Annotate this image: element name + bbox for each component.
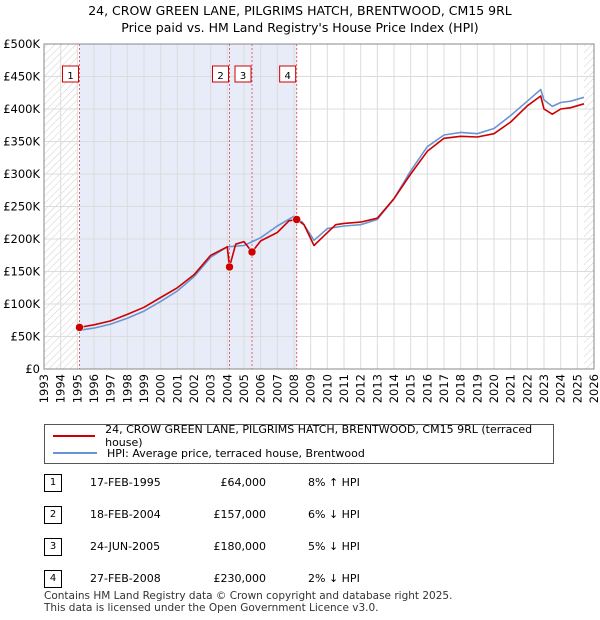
x-tick-label: 2007 [270,374,284,403]
y-tick-label: £0 [25,362,40,376]
price-chart: £0 £50K £100K £150K £200K £250K £300K £350K £400… [3,37,600,403]
x-tick-label: 2021 [504,374,518,403]
transaction-price: £180,000 [213,540,267,553]
x-tick-label: 2006 [254,374,268,403]
x-tick-label: 2002 [187,374,201,403]
transaction-date: 18-FEB-2004 [90,508,161,521]
x-tick-label: 2005 [237,374,251,403]
x-tick-label: 2003 [204,374,218,403]
x-tick-label: 1999 [137,374,151,403]
y-tick-label: £350K [3,135,40,149]
legend-swatch-property [53,435,96,437]
x-tick-label: 2014 [387,374,401,403]
x-tick-label: 2008 [287,374,301,403]
transaction-price: £157,000 [213,508,267,521]
x-tick-label: 1995 [70,374,84,403]
x-tick-label: 2018 [454,374,468,403]
y-tick-label: £50K [11,330,41,344]
x-tick-label: 2024 [554,374,568,403]
x-tick-label: 2010 [320,374,334,403]
transaction-marker-label: 3 [240,71,246,82]
transaction-date: 24-JUN-2005 [90,540,161,553]
transaction-hpi-relation: 8% ↑ HPI [308,476,360,489]
x-tick-label: 1996 [87,374,101,403]
y-tick-label: £250K [3,200,40,214]
transaction-hpi-relation: 6% ↓ HPI [308,508,360,521]
x-tick-label: 2004 [220,374,234,403]
x-tick-label: 2016 [420,374,434,403]
y-tick-label: £300K [3,167,40,181]
transaction-marker-box [234,65,252,83]
transaction-marker-box [279,65,297,83]
legend-item-hpi: HPI: Average price, terraced house, Bren… [53,445,365,461]
legend-item-property: 24, CROW GREEN LANE, PILGRIMS HATCH, BRE… [53,423,553,449]
transaction-point [225,262,234,272]
footer-copyright: Contains HM Land Registry data © Crown c… [44,590,453,602]
chart-title-block: 24, CROW GREEN LANE, PILGRIMS HATCH, BRE… [0,2,600,36]
y-tick-label: £400K [3,102,40,116]
series-line [79,95,585,329]
footer-licence: This data is licensed under the Open Gov… [44,602,379,614]
transaction-number: 3 [44,538,62,556]
transaction-marker-label: 4 [284,71,290,82]
y-tick-label: £150K [3,265,40,279]
x-tick-label: 1997 [104,374,118,403]
transaction-point [75,323,84,332]
x-tick-label: 2020 [487,374,501,403]
x-tick-label: 2022 [520,374,534,403]
transaction-date: 17-FEB-1995 [90,476,161,489]
transaction-number: 1 [44,474,62,492]
transaction-hpi-relation: 2% ↓ HPI [308,572,360,585]
transaction-number: 4 [44,570,62,588]
transaction-price: £64,000 [220,476,267,489]
y-tick-label: £450K [3,70,40,84]
x-tick-label: 2000 [154,374,168,403]
x-tick-label: 1994 [54,374,68,403]
legend-label-hpi: HPI: Average price, terraced house, Bren… [107,446,365,460]
transaction-marker-label: 2 [217,71,223,82]
chart-subtitle: Price paid vs. HM Land Registry's House … [121,20,479,35]
x-tick-label: 2001 [170,374,184,403]
x-tick-label: 2009 [304,374,318,403]
x-tick-label: 2026 [587,374,600,403]
transaction-price: £230,000 [213,572,267,585]
y-tick-label: £200K [3,232,40,246]
x-tick-label: 2015 [404,374,418,403]
transaction-marker-label: 1 [67,71,73,82]
transaction-date: 27-FEB-2008 [90,572,161,585]
legend: 24, CROW GREEN LANE, PILGRIMS HATCH, BRE… [44,423,554,464]
transaction-marker-box [212,65,229,83]
transaction-hpi-relation: 5% ↓ HPI [308,540,360,553]
table-row: 4 27-FEB-2008 £230,000 2% ↓ HPI [44,570,464,588]
table-row: 1 17-FEB-1995 £64,000 8% ↑ HPI [44,474,464,492]
legend-swatch-hpi [53,452,97,454]
x-tick-label: 2012 [354,374,368,403]
transaction-point [247,247,257,257]
x-tick-label: 2011 [337,374,351,403]
table-row: 3 24-JUN-2005 £180,000 5% ↓ HPI [44,538,464,556]
chart-title: 24, CROW GREEN LANE, PILGRIMS HATCH, BRE… [88,3,512,18]
legend-label-property: 24, CROW GREEN LANE, PILGRIMS HATCH, BRE… [105,423,533,449]
transaction-number: 2 [44,506,62,524]
series-line [77,88,585,332]
x-tick-label: 2023 [537,374,551,403]
y-tick-label: £100K [3,297,40,311]
x-tick-label: 2025 [570,374,584,403]
table-row: 2 18-FEB-2004 £157,000 6% ↓ HPI [44,506,464,524]
footer: Contains HM Land Registry data © Crown c… [44,590,452,614]
x-tick-label: 2019 [470,374,484,403]
transaction-marker-box [62,65,79,83]
transaction-point [292,215,301,224]
x-tick-label: 1998 [120,374,134,403]
axis-frame [43,43,595,370]
x-tick-label: 1993 [37,374,51,403]
x-tick-label: 2017 [437,374,451,403]
y-tick-label: £500K [3,37,40,51]
x-tick-label: 2013 [370,374,384,403]
